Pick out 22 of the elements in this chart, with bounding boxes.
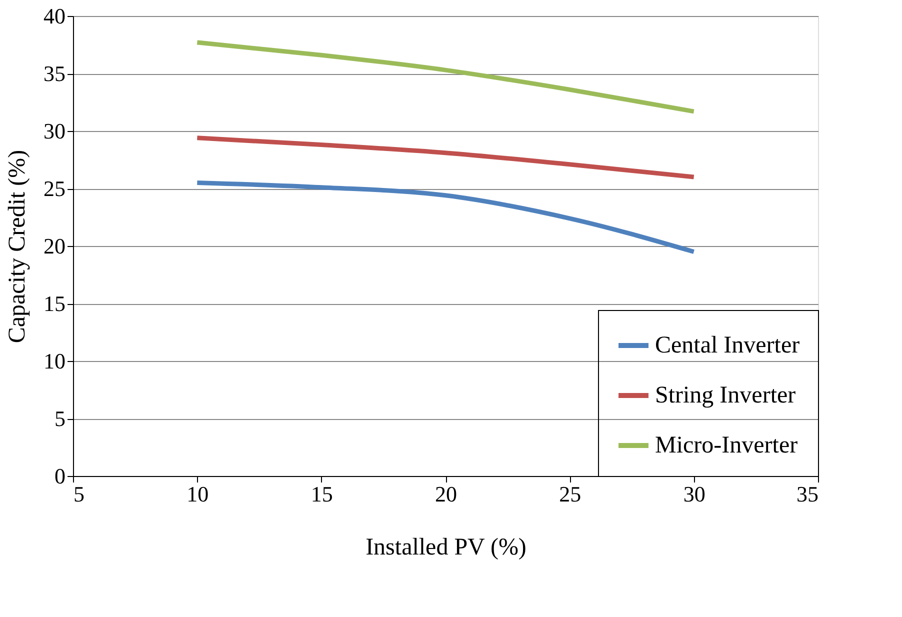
y-tick-label: 0 [54, 464, 66, 488]
y-tick-label: 35 [44, 61, 66, 86]
x-tick-label: 20 [435, 482, 457, 506]
x-axis-title: Installed PV (%) [366, 534, 526, 560]
line-series [194, 40, 696, 114]
x-tick-label: 10 [186, 482, 209, 506]
x-tick-label: 30 [683, 482, 706, 506]
y-axis-title: Capacity Credit (%) [4, 150, 30, 344]
x-tick-label: 5 [74, 482, 84, 506]
y-tick-label: 30 [44, 118, 66, 144]
x-tick-label: 15 [310, 482, 333, 506]
y-tick-label: 15 [44, 291, 66, 316]
y-tick-label: 20 [44, 234, 66, 258]
y-tick-label: 5 [54, 406, 66, 431]
x-tick-label: 25 [559, 482, 582, 506]
y-tick-label: 10 [44, 348, 66, 374]
x-tick-label: 35 [796, 482, 818, 506]
legend-label: Micro-Inverter [655, 432, 798, 458]
legend-label: String Inverter [655, 382, 796, 408]
legend-label: Cental Inverter [655, 332, 800, 358]
y-tick-label: 25 [44, 176, 66, 201]
y-tick-label: 40 [44, 4, 66, 28]
